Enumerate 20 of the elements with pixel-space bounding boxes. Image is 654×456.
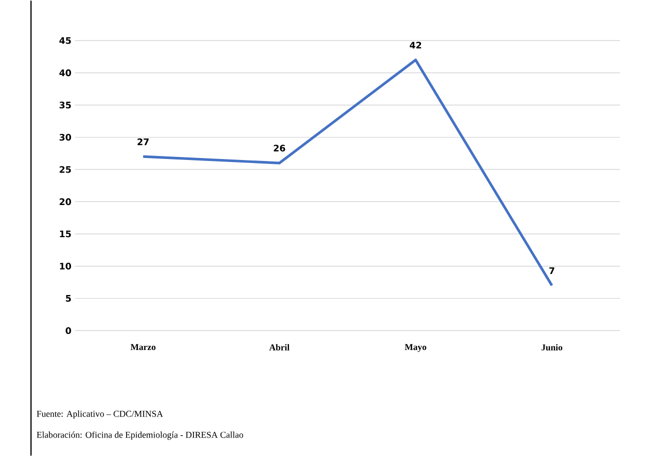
y-tick-label: 0 [66, 327, 72, 334]
x-tick-label: Junio [542, 344, 562, 350]
y-tick-label: 25 [60, 166, 71, 173]
y-tick-label: 30 [60, 134, 72, 141]
y-tick-label: 40 [59, 69, 72, 76]
x-tick-label: Mayo [404, 344, 426, 352]
source-note: Fuente: Aplicativo – CDC/MINSA [36, 410, 163, 419]
y-tick-label: 45 [59, 37, 71, 44]
data-label: 7 [549, 267, 554, 274]
y-tick-label: 15 [60, 230, 71, 238]
y-tick-label: 10 [60, 262, 72, 270]
y-tick-label: 35 [60, 102, 71, 108]
y-tick-label: 20 [60, 198, 72, 205]
y-tick-label: 5 [66, 294, 71, 302]
x-tick-label: Marzo [130, 344, 156, 350]
text: Elaboración: Oficina de Epidemiología - DIRESA Callao [36, 431, 244, 440]
x-tick-label: Abril [269, 344, 290, 350]
data-label: 27 [138, 138, 149, 145]
data-label: 42 [410, 42, 422, 48]
data-label: 26 [274, 144, 286, 152]
